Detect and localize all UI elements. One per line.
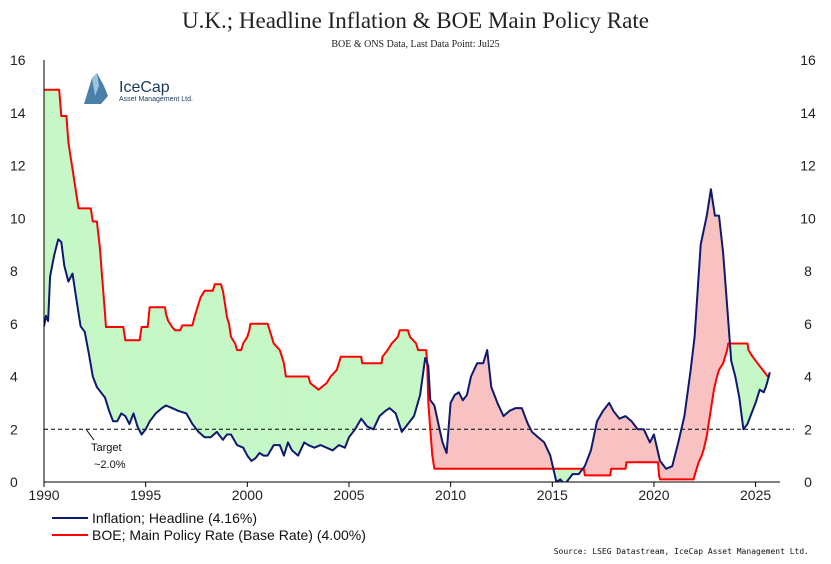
source-note: Source: LSEG Datastream, IceCap Asset Ma… bbox=[553, 547, 809, 556]
y-tick-label-left: 0 bbox=[10, 474, 18, 490]
y-tick-label-right: 10 bbox=[800, 210, 816, 226]
y-tick-label-right: 16 bbox=[800, 52, 816, 68]
y-tick-label-left: 6 bbox=[10, 316, 18, 332]
y-tick-label-right: 2 bbox=[804, 421, 812, 437]
legend-label-inflation: Inflation; Headline (4.16%) bbox=[92, 510, 257, 526]
y-tick-label-left: 16 bbox=[10, 52, 26, 68]
y-tick-label-right: 4 bbox=[804, 369, 812, 385]
chart-subtitle: BOE & ONS Data, Last Data Point: Jul25 bbox=[331, 39, 500, 50]
x-tick-label: 2020 bbox=[638, 487, 669, 503]
y-tick-label-left: 8 bbox=[10, 263, 18, 279]
series-line-boe bbox=[44, 88, 770, 481]
legend-label-boe: BOE; Main Policy Rate (Base Rate) (4.00%… bbox=[92, 527, 366, 543]
y-tick-label-right: 0 bbox=[804, 474, 812, 490]
iceberg-highlight-icon bbox=[92, 73, 99, 96]
y-tick-label-left: 14 bbox=[10, 105, 26, 121]
y-tick-label-right: 8 bbox=[804, 263, 812, 279]
logo-name: IceCap bbox=[119, 79, 170, 96]
grid-layer bbox=[44, 428, 794, 441]
x-tick-label: 2015 bbox=[537, 487, 568, 503]
axes-layer: 1990 1995 2000 2005 2010 2015 2020 2025 0 0 2 2 4 4 6 6… bbox=[10, 52, 816, 503]
y-tick-label-left: 12 bbox=[10, 158, 26, 174]
x-tick-label: 2010 bbox=[435, 487, 466, 503]
target-value-label: ~2.0% bbox=[94, 459, 126, 471]
series-layer bbox=[44, 88, 771, 482]
target-label: Target bbox=[91, 442, 122, 454]
x-tick-label: 2000 bbox=[232, 487, 263, 503]
logo: IceCap Asset Management Ltd. bbox=[84, 73, 193, 104]
x-tick-label: 1990 bbox=[28, 487, 59, 503]
target-pointer bbox=[85, 428, 95, 441]
x-tick-label: 1995 bbox=[130, 487, 161, 503]
y-tick-label-right: 14 bbox=[800, 105, 816, 121]
y-tick-label-right: 12 bbox=[800, 158, 816, 174]
y-tick-label-left: 10 bbox=[10, 210, 26, 226]
x-tick-label: 2025 bbox=[740, 487, 771, 503]
series-line-inflation bbox=[44, 188, 771, 482]
logo-subtitle: Asset Management Ltd. bbox=[119, 96, 193, 103]
x-tick-label: 2005 bbox=[333, 487, 364, 503]
y-tick-label-left: 2 bbox=[10, 421, 18, 437]
y-tick-label-right: 6 bbox=[804, 316, 812, 332]
legend: Inflation; Headline (4.16%) BOE; Main Po… bbox=[52, 510, 366, 543]
y-tick-label-left: 4 bbox=[10, 369, 18, 385]
chart-title: U.K.; Headline Inflation & BOE Main Poli… bbox=[182, 8, 649, 33]
